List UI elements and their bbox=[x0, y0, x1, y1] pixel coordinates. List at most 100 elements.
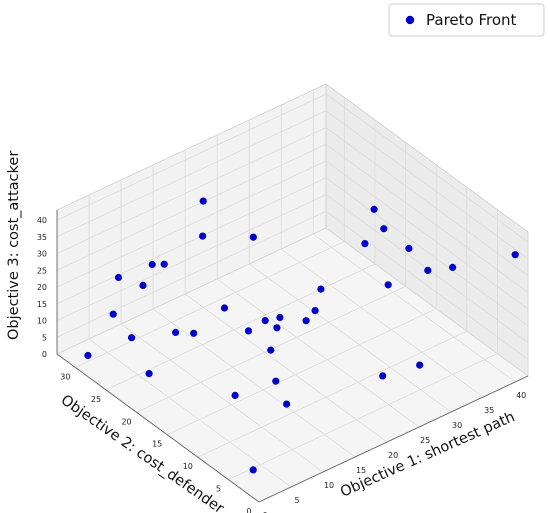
data-point bbox=[148, 260, 156, 269]
z-tick-label: 35 bbox=[37, 233, 47, 242]
grid-x-floor bbox=[248, 263, 452, 413]
z-axis-label: Objective 3: cost_attacker bbox=[6, 151, 22, 340]
y-tick-label: 0 bbox=[246, 507, 251, 513]
data-point bbox=[449, 263, 457, 271]
grid-x-floor bbox=[88, 338, 292, 488]
grid-y-floor bbox=[228, 353, 498, 480]
grid-z-wall-yz bbox=[325, 110, 529, 260]
grid-y-floor bbox=[75, 241, 345, 368]
z-tick-label: 40 bbox=[37, 216, 47, 225]
data-point bbox=[128, 334, 136, 342]
data-point bbox=[190, 329, 198, 337]
x-tick-label: 10 bbox=[324, 481, 334, 490]
y-tick-label: 5 bbox=[216, 485, 221, 494]
data-point bbox=[199, 232, 207, 240]
data-point bbox=[145, 370, 153, 378]
grid-z-wall-xz bbox=[56, 93, 327, 221]
grid-z-wall-xz bbox=[56, 210, 327, 338]
data-point bbox=[244, 327, 253, 335]
y-axis-line bbox=[56, 353, 260, 503]
grid-z-wall-xz bbox=[56, 227, 327, 355]
legend-entry-label: Pareto Front bbox=[426, 11, 517, 29]
data-point bbox=[405, 244, 413, 252]
data-point bbox=[199, 197, 207, 205]
data-point bbox=[379, 372, 387, 380]
z-tick-label: 5 bbox=[42, 333, 47, 342]
legend-box bbox=[388, 3, 545, 37]
data-point bbox=[384, 281, 392, 289]
data-point bbox=[84, 351, 92, 360]
tick-labels: 0 5 10 15 20 25 30 35 40 0 5 10 15 20 25 30 0 5 10 15 20 25 30… bbox=[37, 216, 526, 513]
legend: Pareto Front bbox=[388, 3, 545, 37]
grid-z-wall-xz bbox=[56, 177, 327, 305]
grid-y-floor bbox=[197, 330, 467, 458]
data-point bbox=[249, 466, 257, 474]
data-point bbox=[273, 324, 281, 332]
data-point bbox=[249, 233, 257, 241]
x-tick-label: 30 bbox=[452, 421, 462, 430]
data-point bbox=[511, 251, 519, 259]
x-tick-label: 20 bbox=[388, 451, 398, 460]
y-tick-label: 20 bbox=[121, 417, 131, 426]
data-point bbox=[261, 317, 269, 325]
data-point bbox=[139, 281, 147, 289]
y-tick-label: 10 bbox=[183, 462, 193, 471]
grid-z-wall-xz bbox=[56, 143, 327, 271]
data-point bbox=[272, 377, 280, 385]
data-point bbox=[172, 328, 180, 336]
z-tick-label: 30 bbox=[37, 250, 47, 259]
grid-x-floor bbox=[312, 233, 516, 383]
grid-z-wall-xz bbox=[56, 127, 327, 254]
data-point bbox=[267, 346, 275, 354]
y-tick-label: 30 bbox=[60, 372, 70, 381]
x-tick-label: 40 bbox=[516, 391, 526, 400]
data-point bbox=[276, 313, 284, 322]
x-axis-line bbox=[258, 375, 529, 503]
grid-z-wall-xz bbox=[56, 160, 327, 288]
z-tick-label: 25 bbox=[37, 266, 47, 275]
grid-z-wall-yz bbox=[325, 177, 529, 327]
grid-z-wall-yz bbox=[325, 160, 529, 310]
y-tick-label: 25 bbox=[91, 395, 101, 404]
data-point bbox=[311, 307, 319, 315]
data-point bbox=[109, 310, 117, 318]
data-point bbox=[317, 285, 325, 293]
grid-z-wall-yz bbox=[325, 227, 529, 377]
grid-x-floor bbox=[120, 323, 324, 473]
data-point bbox=[160, 260, 168, 268]
grid-x-floor bbox=[216, 278, 420, 428]
grid-z-wall-yz bbox=[325, 143, 529, 293]
data-point bbox=[416, 361, 424, 369]
data-point bbox=[361, 240, 369, 248]
grid-z-wall-yz bbox=[325, 93, 529, 243]
x-tick-label: 35 bbox=[484, 406, 494, 415]
data-point bbox=[231, 391, 239, 399]
z-tick-label: 20 bbox=[37, 283, 47, 292]
grid-z-wall-xz bbox=[56, 194, 327, 321]
data-point bbox=[380, 225, 388, 233]
x-tick-label: 15 bbox=[356, 466, 366, 475]
legend-marker bbox=[405, 15, 415, 25]
data-point bbox=[370, 205, 378, 213]
y-tick-label: 15 bbox=[152, 440, 162, 449]
z-tick-label: 0 bbox=[42, 350, 47, 359]
grid-x-floor bbox=[152, 308, 356, 458]
scatter-points bbox=[84, 197, 519, 474]
grid-x-floor bbox=[184, 293, 388, 443]
data-point bbox=[424, 266, 432, 274]
data-point bbox=[114, 273, 123, 282]
data-point bbox=[220, 304, 229, 312]
z-tick-label: 10 bbox=[37, 317, 47, 326]
grid-y-floor bbox=[105, 263, 376, 391]
grid-z-wall-yz bbox=[325, 127, 529, 276]
grid-z-wall-xz bbox=[56, 110, 327, 238]
x-tick-label: 0 bbox=[262, 511, 267, 513]
z-tick-label: 15 bbox=[37, 300, 47, 309]
grid-x-floor bbox=[280, 248, 484, 398]
grid-z-wall-yz bbox=[325, 210, 529, 360]
data-point bbox=[302, 317, 310, 325]
grid-y-floor bbox=[167, 308, 437, 436]
axes-lines bbox=[56, 210, 529, 503]
data-point bbox=[283, 400, 291, 408]
